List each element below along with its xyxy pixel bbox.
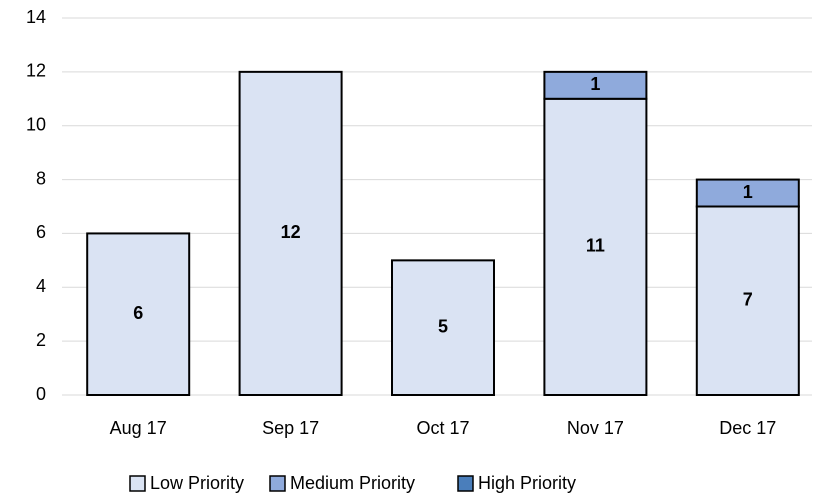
bar-segment [543,70,648,100]
x-tick-label: Oct 17 [416,418,469,438]
legend-swatch [457,475,474,492]
legend-label: Low Priority [150,473,244,493]
legend-label: High Priority [478,473,576,493]
data-label: 12 [281,222,301,242]
bar-segment [238,70,343,396]
data-label: 5 [438,316,448,336]
legend-swatch [129,475,146,492]
data-label: 1 [743,182,753,202]
bar-segment [543,97,648,397]
legend-swatch [269,475,286,492]
y-tick-label: 10 [26,114,46,134]
data-label: 7 [743,290,753,310]
bar-segment [86,232,191,396]
y-tick-label: 14 [26,7,46,27]
data-label: 11 [586,236,605,256]
x-tick-label: Dec 17 [719,418,776,438]
y-tick-label: 8 [36,168,46,188]
x-tick-label: Sep 17 [262,418,319,438]
legend-label: Medium Priority [290,473,415,493]
bar-segment [695,178,800,208]
y-tick-label: 0 [36,384,46,404]
bar-segment [391,259,495,396]
x-tick-label: Nov 17 [567,418,624,438]
y-tick-label: 6 [36,222,46,242]
y-tick-label: 4 [36,276,46,296]
data-label: 6 [133,303,143,323]
x-tick-label: Aug 17 [110,418,167,438]
y-tick-label: 12 [26,61,46,81]
data-label: 1 [590,74,600,94]
y-tick-label: 2 [36,330,46,350]
